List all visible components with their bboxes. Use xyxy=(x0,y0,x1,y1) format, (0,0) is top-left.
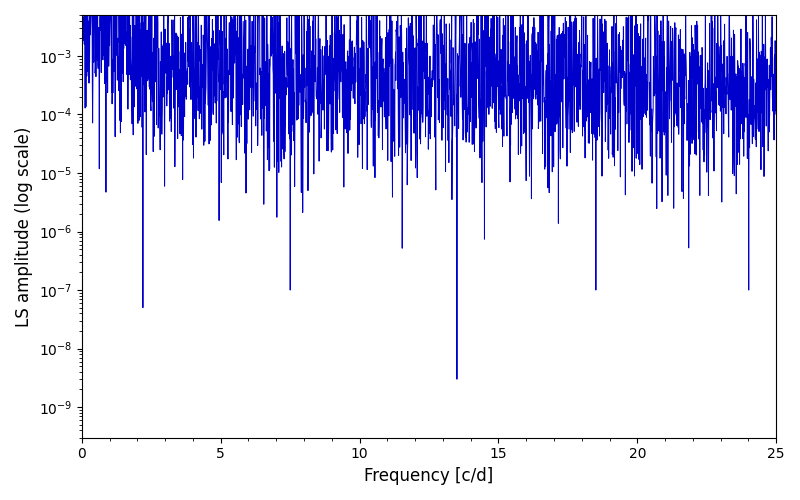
Y-axis label: LS amplitude (log scale): LS amplitude (log scale) xyxy=(15,126,33,326)
X-axis label: Frequency [c/d]: Frequency [c/d] xyxy=(364,467,494,485)
